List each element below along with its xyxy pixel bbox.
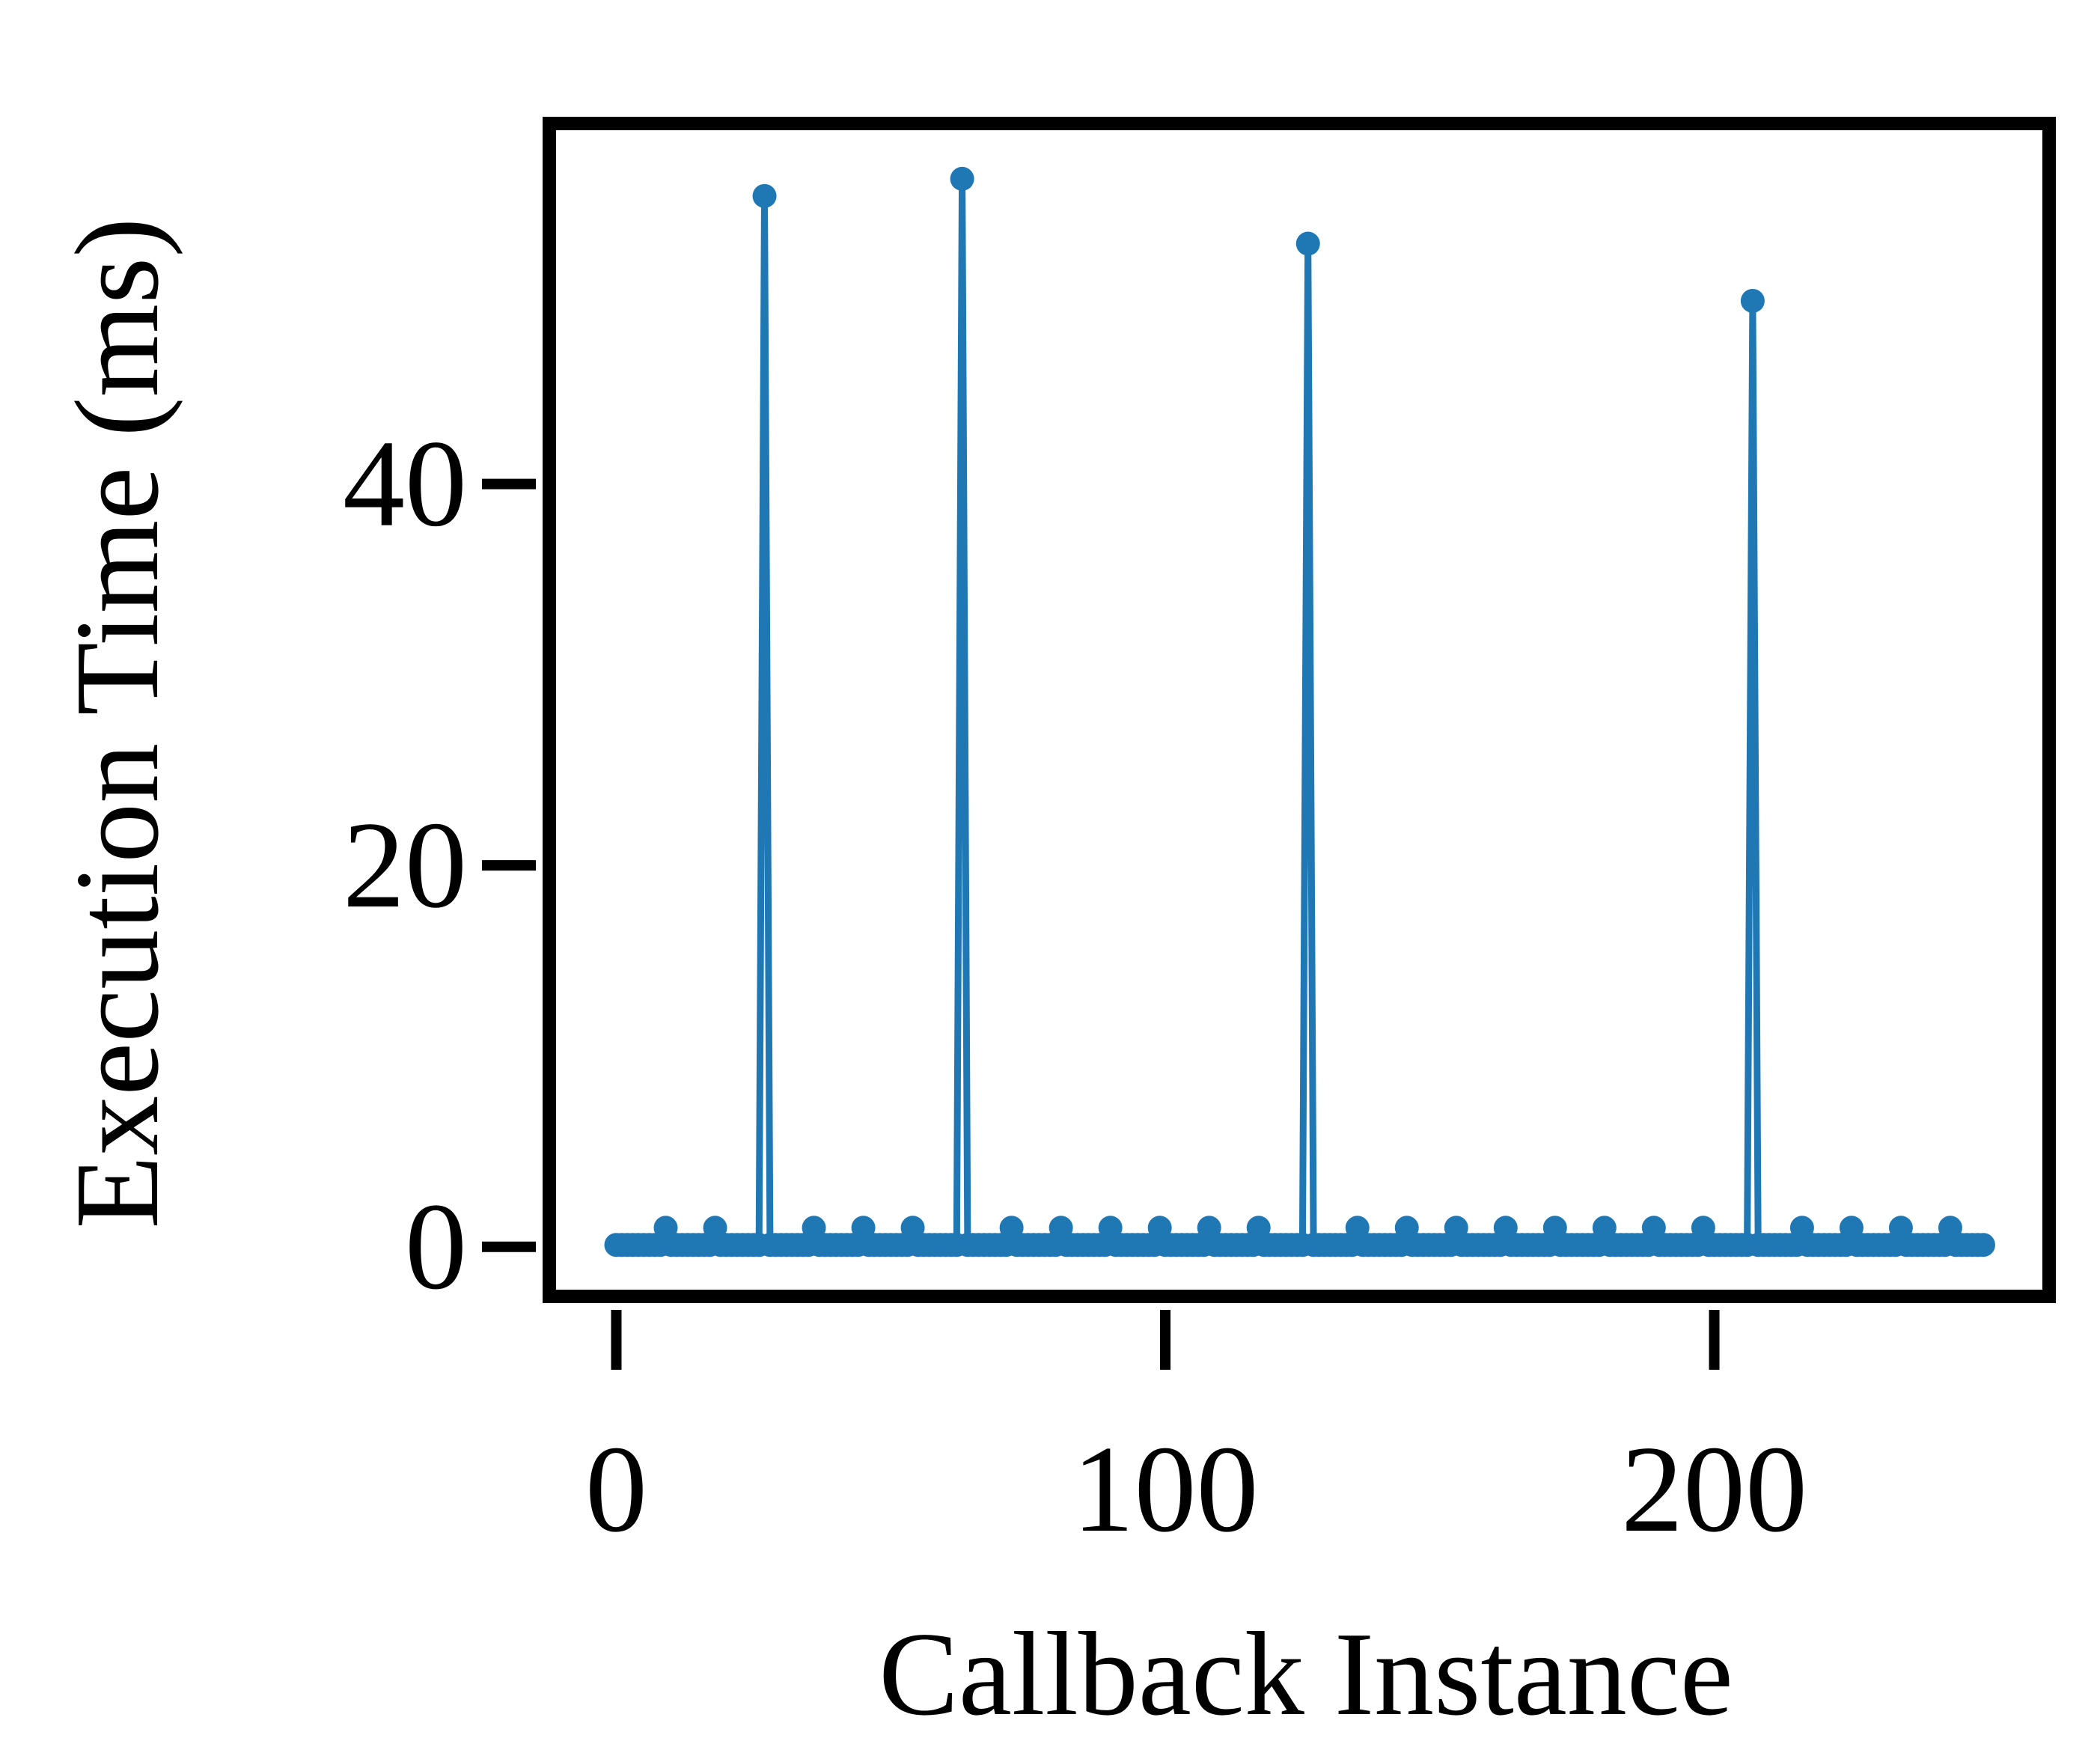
x-axis-label: Callback Instance — [879, 1607, 1733, 1740]
x-tick-label: 100 — [1072, 1420, 1259, 1558]
point — [950, 166, 974, 191]
x-tick-label: 200 — [1621, 1420, 1807, 1558]
point — [752, 183, 777, 208]
y-tick-label: 0 — [405, 1177, 467, 1315]
y-tick-label: 40 — [343, 415, 467, 552]
point — [1740, 288, 1765, 313]
point — [1295, 231, 1320, 256]
series-line — [616, 175, 1983, 1248]
plot-frame — [543, 117, 2056, 1303]
x-tick-label: 0 — [585, 1420, 647, 1558]
y-axis-label: Execution Time (ms) — [50, 217, 183, 1228]
point — [1971, 1233, 1995, 1257]
y-tick-label: 20 — [343, 796, 467, 933]
